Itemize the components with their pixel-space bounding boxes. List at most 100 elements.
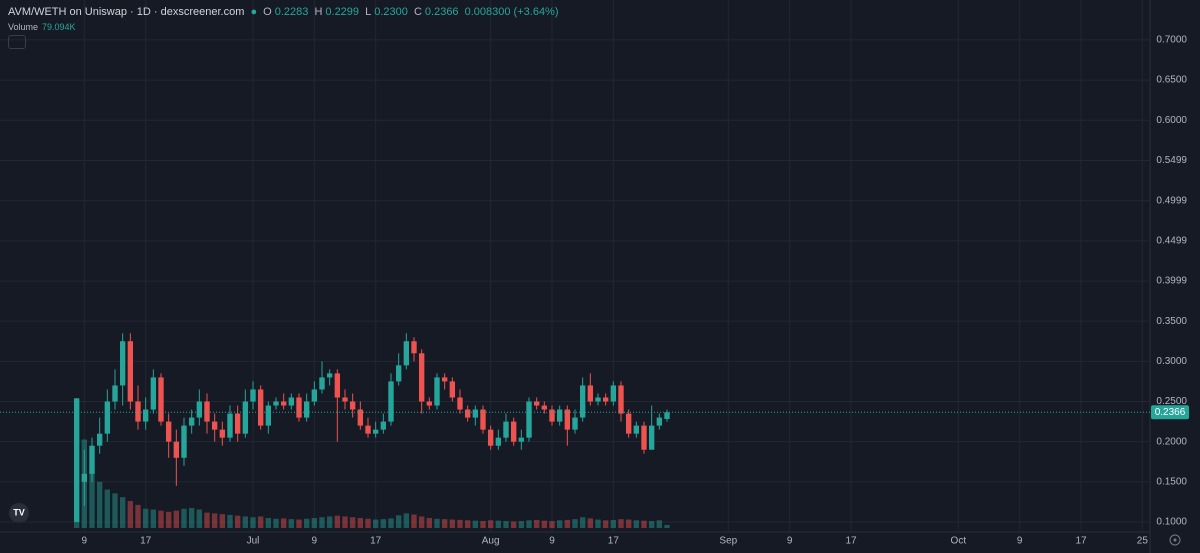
volume-bar [602,520,609,528]
settings-icon[interactable] [1169,534,1181,546]
x-tick-label: 9 [1017,536,1023,547]
volume-bar [365,518,371,528]
candle-body [342,397,348,402]
candle-body [595,397,601,402]
candle-body [503,421,509,438]
volume-bar [273,518,279,528]
volume-bar [441,519,448,528]
y-tick-label: 0.2000 [1156,436,1187,447]
candle-body [564,409,571,430]
volume-bar [495,520,502,528]
volume-bar [526,520,532,528]
candle-body [112,385,118,402]
candle-body [380,421,387,430]
y-tick-label: 0.3000 [1156,356,1187,367]
volume-bar [549,521,555,528]
candle-body [165,421,172,442]
candle-body [365,425,371,434]
x-tick-label: 17 [1075,536,1087,547]
candle-body [418,353,425,402]
y-tick-label: 0.4499 [1156,236,1187,247]
collapse-button[interactable] [8,35,26,49]
close-key: C [413,6,422,18]
volume-bar [579,517,586,528]
candle-body [119,341,126,386]
candle-body [556,409,563,422]
candle-body [495,437,502,446]
x-tick-label: Sep [719,536,737,547]
volume-bar [127,501,134,528]
candle-body [464,409,471,418]
y-tick-label: 0.1000 [1156,517,1187,528]
candle-body [211,421,218,430]
candle-body [449,381,456,398]
candle-body [441,377,448,382]
volume-bar [411,514,417,528]
candle-body [480,409,486,430]
candle-body [135,401,141,422]
volume-bar [211,513,218,528]
candle-body [104,401,111,434]
volume-bar [518,521,525,528]
x-tick-label: 9 [787,536,793,547]
candle-body [265,405,272,426]
candle-body [227,413,233,438]
volume-bar [610,519,617,528]
candles [73,333,670,523]
volume-bar [633,520,640,528]
volume-bar [503,521,509,528]
y-tick-label: 0.6000 [1156,115,1187,126]
volume-bar [250,517,256,528]
candle-body [357,409,364,426]
candle-body [388,381,394,422]
low-value: 0.2300 [374,6,408,18]
legend-header: AVM/WETH on Uniswap · 1D · dexscreener.c… [8,6,562,18]
x-tick-label: Jul [247,536,260,547]
volume-bar [219,514,226,528]
candle-body [196,401,203,418]
volume-bar [641,520,647,528]
volume-bar [480,521,486,528]
candle-body [395,365,402,382]
volume-bar [196,509,203,528]
x-tick-label: Oct [951,536,967,547]
candle-body [656,417,663,426]
candle-body [403,341,410,366]
volume-bar [664,524,670,528]
change-value: 0.008300 (+3.64%) [464,6,559,18]
high-value: 0.2299 [325,6,360,18]
candle-body [311,389,318,402]
candle-body [150,377,157,410]
candle-body [142,409,149,422]
x-tick-label: 25 [1137,536,1149,547]
candle-body [257,389,264,426]
candle-body [372,429,379,434]
y-tick-label: 0.1500 [1156,477,1187,488]
volume-bar [342,516,348,528]
x-tick-label: 17 [370,536,382,547]
y-tick-label: 0.5499 [1156,155,1187,166]
candle-body [510,421,517,442]
volume-bar [487,520,494,528]
low-key: L [365,6,372,18]
volume-bar [142,508,149,528]
volume-bar [457,519,463,528]
y-tick-label: 0.3500 [1156,316,1187,327]
y-tick-label: 0.4999 [1156,195,1187,206]
volume-bar [426,517,433,528]
candle-body [158,377,164,422]
open-value: 0.2283 [274,6,309,18]
svg-text:TV: TV [13,507,25,517]
volume-bar [510,521,517,528]
candle-body [664,412,670,419]
volume-bar [380,519,387,528]
volume-bar [89,470,95,528]
last-price-label: 0.2366 [1155,407,1186,418]
candle-body [610,385,617,402]
volume-bar [334,515,341,528]
volume-bar [96,481,103,528]
candle-body [73,398,80,523]
candle-body [326,373,333,378]
